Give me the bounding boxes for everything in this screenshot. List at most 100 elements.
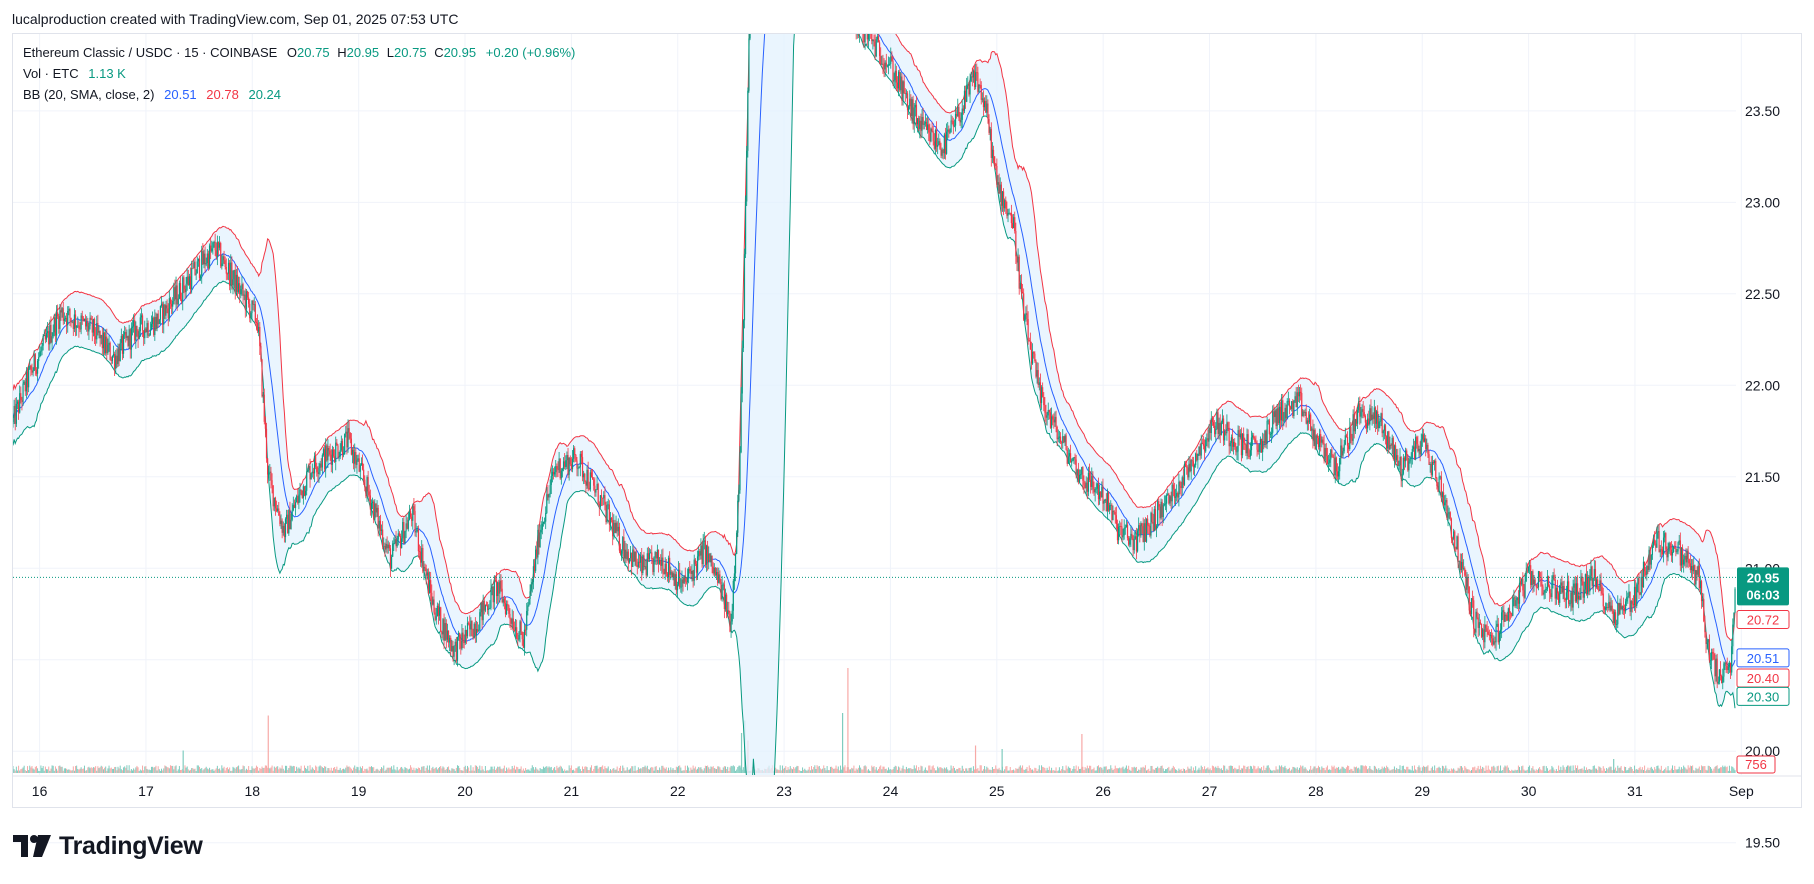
x-tick-label: 24 xyxy=(883,783,899,799)
candle-body xyxy=(1530,565,1532,585)
volume-bar xyxy=(486,770,488,773)
candle-body xyxy=(509,613,511,619)
volume-bar xyxy=(1130,770,1132,773)
volume-bar xyxy=(51,765,53,773)
candle-body xyxy=(554,472,556,475)
candle-body xyxy=(924,121,926,124)
candle-body xyxy=(1046,415,1048,418)
candle-body xyxy=(122,334,125,354)
volume-bar xyxy=(1602,766,1604,773)
volume-bar xyxy=(1560,766,1562,773)
candle-body xyxy=(1077,469,1079,482)
tradingview-logo[interactable]: TradingView xyxy=(13,831,203,861)
volume-bar xyxy=(187,769,189,773)
candle-body xyxy=(1270,432,1273,435)
candle-body xyxy=(239,283,241,295)
candle-body xyxy=(1611,605,1613,611)
legend-bb-row[interactable]: BB (20, SMA, close, 2) 20.51 20.78 20.24 xyxy=(23,87,281,102)
volume-bar xyxy=(1653,770,1655,773)
candle-body xyxy=(1733,612,1735,625)
volume-bar xyxy=(981,770,983,773)
candle-body xyxy=(88,325,90,332)
candle-body xyxy=(1646,565,1648,576)
volume-bar xyxy=(1608,767,1610,773)
volume-bar xyxy=(440,765,442,773)
candle-body xyxy=(1020,283,1023,292)
candle-body xyxy=(1029,341,1031,350)
volume-bar xyxy=(1684,767,1686,773)
candle-body xyxy=(871,34,873,42)
volume-bar xyxy=(1636,768,1638,773)
volume-bar xyxy=(1470,769,1472,773)
candle-body xyxy=(1301,393,1303,417)
candle-body xyxy=(666,573,669,578)
volume-bar xyxy=(829,766,831,773)
legend-low-value: 20.75 xyxy=(394,45,427,60)
candle-body xyxy=(958,106,960,118)
volume-bar xyxy=(1095,770,1097,773)
candle-body xyxy=(443,619,445,641)
volume-bar xyxy=(1664,769,1666,773)
volume-bar xyxy=(240,769,242,773)
volume-bar xyxy=(720,769,722,773)
candle-body xyxy=(1570,592,1572,604)
candle-body xyxy=(329,450,331,455)
volume-bar xyxy=(267,767,269,773)
candle-body xyxy=(348,428,350,433)
candle-body xyxy=(1651,545,1654,555)
volume-bar xyxy=(451,768,453,773)
candle-body xyxy=(956,113,958,117)
volume-bar xyxy=(579,769,581,773)
volume-bar xyxy=(569,768,571,773)
candle-body xyxy=(181,299,183,302)
legend-volume-row[interactable]: Vol · ETC 1.13 K xyxy=(23,66,126,81)
candle-body xyxy=(303,486,306,496)
volume-bar xyxy=(446,767,448,773)
volume-bar xyxy=(1393,766,1395,773)
candle-body xyxy=(84,318,87,327)
volume-bar xyxy=(1600,767,1602,773)
volume-bar xyxy=(731,766,733,773)
candle-body xyxy=(158,319,160,324)
volume-bar xyxy=(1429,770,1431,773)
candle-body xyxy=(1482,629,1484,637)
candle-body xyxy=(1254,438,1256,442)
volume-bar xyxy=(1025,768,1027,773)
candle-body xyxy=(227,262,230,274)
candle-body xyxy=(1262,441,1264,453)
volume-bar xyxy=(243,766,245,773)
candle-body xyxy=(106,336,108,354)
candle-body xyxy=(901,76,903,101)
volume-bar xyxy=(922,771,924,773)
volume-bar xyxy=(454,770,456,773)
volume-bar xyxy=(1657,765,1659,773)
volume-bar xyxy=(163,768,165,773)
volume-bar xyxy=(43,770,45,773)
legend-symbol[interactable]: Ethereum Classic / USDC · 15 · COINBASE xyxy=(23,45,278,60)
volume-bar xyxy=(631,766,633,773)
candle-body xyxy=(589,472,591,490)
volume-bar xyxy=(1082,766,1084,773)
candle-body xyxy=(147,323,149,336)
candle-body xyxy=(462,632,464,642)
volume-bar xyxy=(1277,769,1279,773)
candle-body xyxy=(217,241,220,248)
volume-bar xyxy=(894,765,896,773)
candle-body xyxy=(1069,453,1072,463)
volume-bar xyxy=(198,766,200,773)
candle-body xyxy=(155,316,157,329)
volume-bar xyxy=(133,768,135,773)
volume-bar xyxy=(1531,768,1533,773)
candle-body xyxy=(1005,200,1007,209)
legend-low-label: L xyxy=(386,45,395,60)
candle-body xyxy=(479,612,481,631)
volume-bar xyxy=(611,770,613,773)
volume-bar xyxy=(1522,765,1524,773)
candle-body xyxy=(1513,597,1515,599)
candle-body xyxy=(1007,213,1009,216)
candle-body xyxy=(894,70,896,81)
volume-bar xyxy=(1541,770,1543,773)
candle-body xyxy=(198,258,201,279)
candle-body xyxy=(164,304,166,316)
